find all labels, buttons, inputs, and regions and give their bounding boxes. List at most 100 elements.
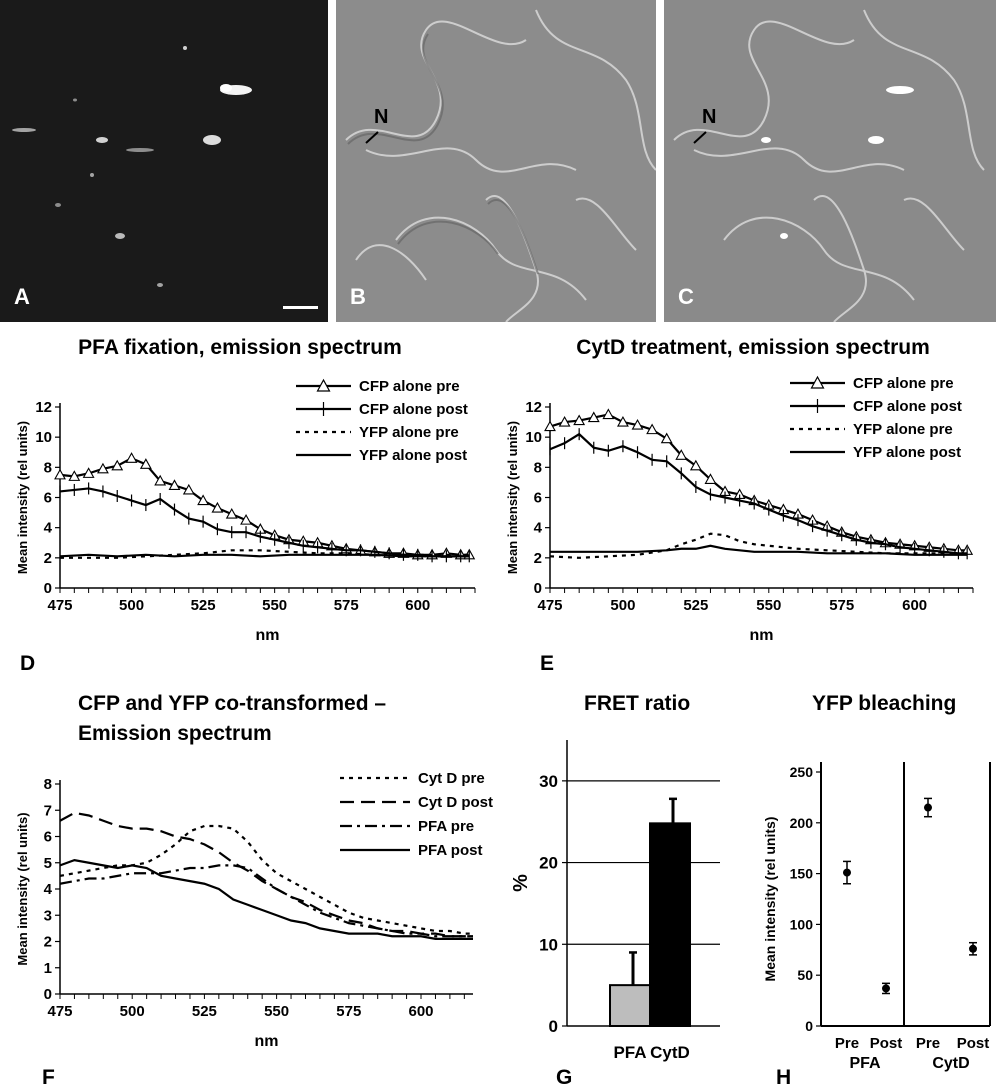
chart-e-plot: 0 2 4 6 8 10 12 475 500 525 550 575 600 nm Mean intens…	[505, 375, 974, 644]
chart-f-series-line	[59, 864, 473, 938]
panel-label-f: F	[42, 1066, 55, 1089]
chart-d-y-tick-label: 4	[44, 520, 53, 537]
chart-e-legend-label: CFP alone pre	[853, 375, 954, 392]
chart-d-series-line	[59, 457, 470, 556]
chart-d-point-triangle	[168, 479, 181, 490]
chart-e-y-tick-label: 10	[525, 429, 542, 446]
chart-g-y-axis-label: %	[510, 874, 532, 892]
chart-f-y-tick-label: 4	[44, 881, 53, 898]
chart-e-x-tick-label: 600	[902, 597, 927, 614]
chart-h-point	[843, 868, 851, 877]
cell-outlines-merged	[673, 9, 985, 322]
chart-h-y-tick-label: 100	[790, 916, 814, 932]
chart-g-y-tick-label: 30	[539, 772, 558, 791]
chart-h-y-tick-label: 250	[790, 764, 814, 780]
chart-f-y-tick-label: 8	[44, 776, 52, 793]
chart-f-x-tick-label: 500	[120, 1003, 145, 1020]
chart-h-y-tick-label: 50	[797, 967, 813, 983]
chart-h-group-label: CytD	[932, 1055, 969, 1072]
chart-f-legend-label: PFA post	[418, 842, 482, 859]
chart-f-series-line	[59, 824, 473, 935]
chart-d-point-triangle	[82, 467, 95, 478]
chart-g-category-label: CytD	[650, 1043, 690, 1062]
chart-d-series-line	[59, 487, 470, 558]
chart-d-plot: 0 2 4 6 8 10 12 475 500 525 550 575 600 nm Mean intens…	[15, 378, 476, 644]
brightfield-image-b: N B	[336, 0, 656, 322]
panel-label-h: H	[776, 1066, 792, 1089]
chart-g-title: FRET ratio	[584, 692, 691, 715]
chart-d-point-triangle	[211, 501, 224, 513]
chart-h-category-label: Post	[957, 1035, 990, 1052]
chart-d-point-triangle	[225, 507, 238, 519]
chart-e-point-triangle	[631, 418, 644, 430]
panel-label-e: E	[540, 652, 555, 675]
chart-e-x-axis-label: nm	[750, 627, 774, 644]
chart-f-y-tick-label: 1	[44, 960, 52, 977]
chart-d-legend-label: YFP alone post	[359, 447, 467, 464]
chart-h-point	[882, 984, 890, 993]
chart-e-x-tick-label: 575	[829, 597, 854, 614]
chart-h-group-label: PFA	[849, 1055, 881, 1072]
chart-e-series-line	[549, 432, 968, 555]
chart-d-point-triangle	[111, 459, 124, 471]
chart-d-y-tick-label: 8	[44, 459, 52, 476]
chart-d-y-tick-label: 0	[44, 580, 52, 597]
chart-e-point-triangle	[646, 423, 659, 435]
fluorescence-image-a: A	[0, 0, 328, 322]
chart-e-point-triangle	[602, 408, 615, 420]
chart-h-category-label: Pre	[916, 1035, 940, 1052]
chart-f-legend-label: Cyt D post	[418, 794, 493, 811]
chart-g-bar	[649, 822, 691, 1027]
chart-e-legend-marker	[810, 375, 825, 389]
panel-label-c: C	[678, 284, 694, 309]
chart-d-point-triangle	[54, 468, 66, 480]
chart-f-series-line	[59, 858, 473, 940]
chart-d-legend-label: YFP alone pre	[359, 424, 459, 441]
chart-d-point-triangle	[197, 494, 210, 506]
chart-d-x-tick-label: 600	[405, 597, 430, 614]
chart-f-x-tick-label: 600	[408, 1003, 433, 1020]
chart-e-point-triangle	[675, 449, 688, 460]
nucleus-marker-b: N	[374, 106, 389, 128]
panel-label-g: G	[556, 1066, 573, 1089]
chart-d-y-tick-label: 12	[35, 399, 52, 416]
chart-f-x-axis-label: nm	[255, 1033, 279, 1050]
chart-e-x-tick-label: 475	[537, 597, 562, 614]
chart-e-legend-label: CFP alone post	[853, 398, 962, 415]
chart-g-plot: 0 10 20 30 PFA CytD%	[510, 740, 720, 1062]
chart-e-point-triangle	[616, 415, 629, 427]
cell-outlines	[345, 9, 656, 322]
chart-d-legend-label: CFP alone pre	[359, 378, 460, 395]
chart-d-point-triangle	[154, 474, 167, 486]
chart-f-y-tick-label: 3	[44, 907, 52, 924]
chart-g-category-label: PFA	[613, 1043, 646, 1062]
chart-d-x-tick-label: 575	[334, 597, 359, 614]
chart-f-y-axis-label: Mean intensity (rel units)	[15, 812, 30, 965]
chart-e-y-tick-label: 8	[534, 459, 542, 476]
chart-d-y-axis-label: Mean intensity (rel units)	[15, 421, 30, 574]
chart-g-y-tick-label: 0	[549, 1017, 558, 1036]
chart-g-y-tick-label: 10	[539, 935, 558, 954]
chart-e-point-triangle	[544, 420, 556, 432]
chart-d-point-triangle	[182, 483, 195, 495]
chart-f-x-tick-label: 550	[264, 1003, 289, 1020]
chart-e-x-tick-label: 525	[683, 597, 708, 614]
chart-f-x-tick-label: 525	[192, 1003, 217, 1020]
chart-e-point-triangle	[573, 414, 586, 426]
chart-d-x-tick-label: 525	[191, 597, 216, 614]
chart-d-legend-marker	[316, 378, 331, 392]
chart-h-category-label: Pre	[835, 1035, 859, 1052]
chart-e-x-tick-label: 500	[610, 597, 635, 614]
chart-h-y-tick-label: 0	[805, 1018, 813, 1034]
chart-e-y-axis-label: Mean intensity (rel units)	[505, 421, 520, 574]
chart-d-series-line	[59, 553, 470, 558]
chart-d-point-triangle	[96, 462, 109, 474]
chart-d-legend-label: CFP alone post	[359, 401, 468, 418]
chart-e-y-tick-label: 12	[525, 399, 542, 416]
chart-f-legend-label: PFA pre	[418, 818, 474, 835]
chart-g-y-tick-label: 20	[539, 854, 558, 873]
chart-f-y-tick-label: 6	[44, 829, 52, 846]
chart-d-point-triangle	[68, 470, 81, 481]
chart-f-subtitle: Emission spectrum	[78, 722, 272, 745]
chart-h-y-tick-label: 200	[790, 815, 814, 831]
